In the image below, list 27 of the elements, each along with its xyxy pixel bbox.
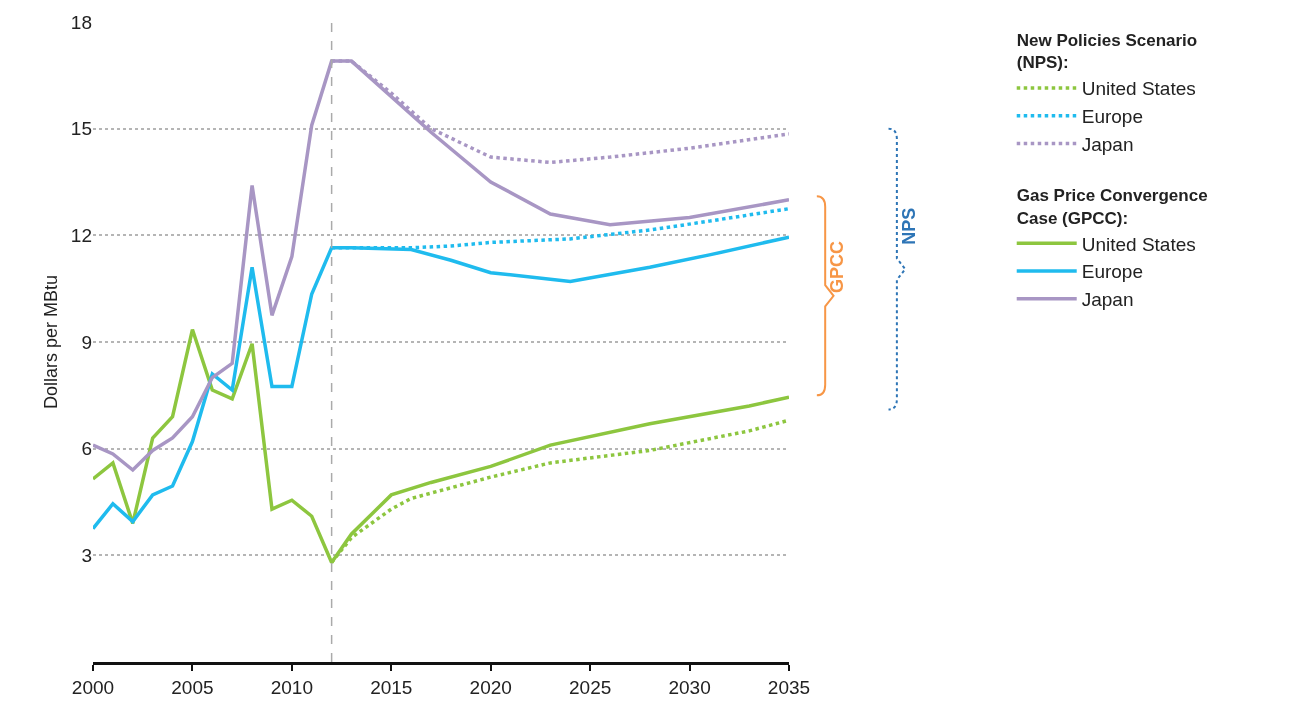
x-tick-label: 2020 (469, 676, 512, 698)
legend-label: Japan (1081, 133, 1134, 155)
legend-label: United States (1081, 233, 1196, 255)
x-tick-label: 2005 (171, 676, 214, 698)
x-tick-label: 2035 (767, 676, 811, 698)
line-series (93, 327, 789, 565)
y-tick-label: 6 (81, 438, 92, 460)
x-tick-label: 2010 (270, 676, 313, 698)
text: New Policies Scenario (NPS): (1016, 31, 1198, 73)
y-tick-label: 15 (70, 118, 92, 140)
x-tick-label: 2015 (370, 676, 413, 698)
legend-label: United States (1081, 78, 1196, 100)
y-tick-label: 3 (81, 544, 92, 566)
text: NPS (898, 207, 919, 245)
text: Gas Price Convergence Case (GPCC): (1016, 186, 1208, 228)
y-tick-label: 18 (70, 11, 92, 33)
x-tick-label: 2000 (71, 676, 115, 698)
legend-label: Japan (1081, 289, 1134, 311)
legend-label: Europe (1081, 106, 1143, 128)
y-axis-title: Dollars per MBtu (41, 274, 62, 410)
x-tick-label: 2030 (668, 676, 711, 698)
x-tick-label: 2025 (569, 676, 612, 698)
y-tick-label: 9 (81, 331, 92, 353)
legend-label: Europe (1081, 261, 1143, 283)
y-tick-label: 12 (70, 224, 92, 246)
line-series (93, 59, 789, 472)
text: GPCC (827, 240, 848, 293)
